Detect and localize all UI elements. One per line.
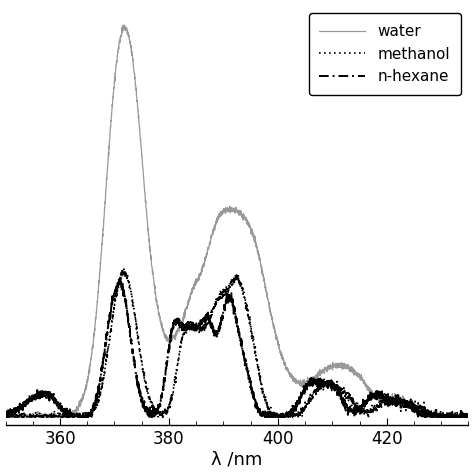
methanol — [457, 413, 463, 419]
methanol — [83, 410, 89, 415]
n-hexane — [116, 276, 122, 282]
Line: n-hexane: n-hexane — [6, 279, 468, 417]
water — [407, 400, 413, 405]
n-hexane — [83, 414, 89, 420]
n-hexane — [457, 414, 463, 420]
n-hexane — [407, 405, 413, 410]
water — [121, 22, 127, 28]
methanol — [201, 324, 206, 329]
n-hexane — [4, 414, 10, 420]
Legend: water, methanol, n-hexane: water, methanol, n-hexane — [309, 13, 461, 95]
water — [83, 383, 89, 389]
water — [3, 414, 9, 420]
methanol — [407, 405, 413, 411]
n-hexane — [465, 414, 471, 420]
n-hexane — [55, 402, 61, 408]
Line: water: water — [6, 25, 468, 417]
n-hexane — [201, 316, 206, 322]
n-hexane — [3, 414, 9, 419]
methanol — [121, 266, 127, 272]
methanol — [465, 414, 471, 419]
Line: methanol: methanol — [6, 269, 468, 417]
methanol — [181, 331, 186, 337]
water — [181, 317, 186, 322]
water — [55, 414, 61, 420]
water — [465, 414, 471, 420]
methanol — [3, 410, 9, 416]
water — [201, 262, 206, 267]
methanol — [55, 414, 61, 420]
methanol — [3, 414, 9, 420]
water — [457, 413, 463, 419]
n-hexane — [181, 325, 186, 331]
X-axis label: λ /nm: λ /nm — [211, 450, 263, 468]
water — [3, 413, 9, 419]
